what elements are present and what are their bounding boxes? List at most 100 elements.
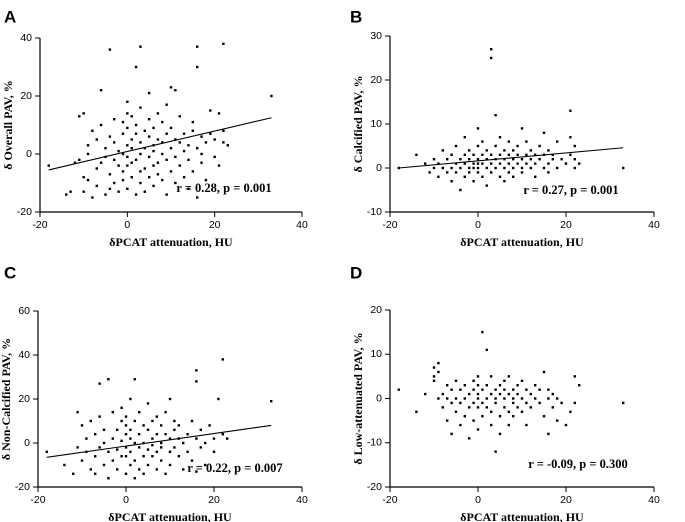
data-point	[547, 162, 550, 165]
x-axis-title: δPCAT attenuation, HU	[460, 510, 584, 522]
data-point	[174, 89, 177, 92]
data-point	[503, 158, 506, 161]
data-point	[547, 171, 550, 174]
data-point	[494, 114, 497, 117]
data-point	[463, 384, 466, 387]
data-point	[120, 419, 123, 423]
data-point	[182, 468, 185, 471]
data-point	[165, 103, 168, 106]
data-point	[147, 91, 151, 95]
panel-letter: D	[350, 263, 362, 282]
data-point	[569, 136, 572, 139]
data-point	[120, 439, 123, 442]
data-point	[507, 423, 510, 427]
data-point	[569, 109, 572, 112]
data-point	[428, 171, 431, 174]
data-point	[102, 463, 106, 467]
data-point	[525, 401, 528, 405]
data-point	[168, 397, 172, 401]
data-point	[512, 415, 515, 418]
data-point	[161, 120, 164, 124]
data-point	[481, 330, 484, 334]
data-point	[476, 158, 480, 161]
data-point	[270, 94, 273, 98]
data-point	[134, 158, 138, 161]
data-point	[534, 384, 537, 387]
data-point	[476, 127, 480, 130]
data-point	[86, 178, 90, 182]
data-point	[463, 175, 466, 178]
data-point	[498, 384, 502, 387]
data-point	[200, 135, 203, 138]
data-point	[569, 410, 572, 413]
data-point	[547, 388, 550, 391]
data-point	[195, 470, 198, 473]
data-point	[226, 437, 229, 440]
panel-a: A -20 0 20 40 -20 0 20 40 δPCAT attenuation, HU δ …	[1, 7, 308, 249]
data-point	[117, 190, 120, 193]
data-point	[129, 428, 132, 431]
x-tick-label: 0	[124, 219, 130, 231]
data-point	[204, 178, 208, 182]
data-point	[86, 144, 90, 147]
data-point	[472, 180, 475, 183]
data-point	[468, 149, 471, 152]
x-tick-label: 20	[560, 219, 572, 231]
data-point	[547, 432, 550, 436]
data-point	[160, 446, 163, 449]
data-point	[498, 162, 502, 165]
data-point	[138, 433, 141, 436]
data-point	[174, 155, 177, 159]
data-point	[108, 173, 112, 176]
y-axis-title: δ Low-attenuated PAV, %	[351, 332, 365, 464]
data-point	[191, 120, 195, 124]
data-point	[463, 397, 466, 400]
data-point	[124, 472, 128, 475]
data-point	[472, 379, 475, 382]
data-point	[547, 397, 550, 400]
data-point	[89, 419, 92, 423]
data-point	[542, 370, 546, 374]
data-point	[169, 170, 173, 173]
data-point	[138, 468, 141, 471]
data-point	[494, 166, 497, 170]
data-point	[129, 437, 132, 440]
data-point	[169, 147, 173, 150]
data-point	[156, 161, 160, 164]
data-point	[161, 141, 164, 144]
data-point	[538, 158, 541, 161]
data-point	[520, 166, 524, 170]
y-tick-label: 20	[370, 304, 382, 316]
data-point	[208, 424, 211, 427]
data-point	[73, 161, 77, 164]
data-point	[525, 388, 528, 391]
data-point	[82, 176, 85, 179]
data-point	[556, 166, 559, 170]
data-point	[512, 397, 515, 400]
data-point	[186, 450, 189, 453]
data-point	[146, 463, 150, 467]
data-point	[450, 432, 453, 436]
data-point	[143, 167, 146, 170]
data-point	[415, 153, 418, 156]
data-point	[178, 115, 181, 118]
data-point	[468, 166, 471, 170]
data-point	[432, 366, 436, 369]
data-point	[503, 379, 506, 382]
data-point	[556, 419, 559, 422]
data-point	[459, 188, 462, 192]
data-point	[121, 178, 125, 182]
data-point	[156, 173, 160, 176]
data-point	[556, 140, 559, 143]
data-point	[481, 415, 484, 418]
y-tick-label: 60	[18, 305, 30, 317]
data-point	[494, 401, 497, 405]
data-point	[151, 437, 154, 440]
data-point	[472, 419, 475, 422]
data-point	[133, 378, 136, 381]
data-point	[441, 149, 444, 152]
data-point	[111, 437, 114, 440]
y-axis-title: δ Overall PAV, %	[1, 80, 15, 170]
regression-line	[48, 117, 272, 171]
data-point	[134, 132, 138, 135]
